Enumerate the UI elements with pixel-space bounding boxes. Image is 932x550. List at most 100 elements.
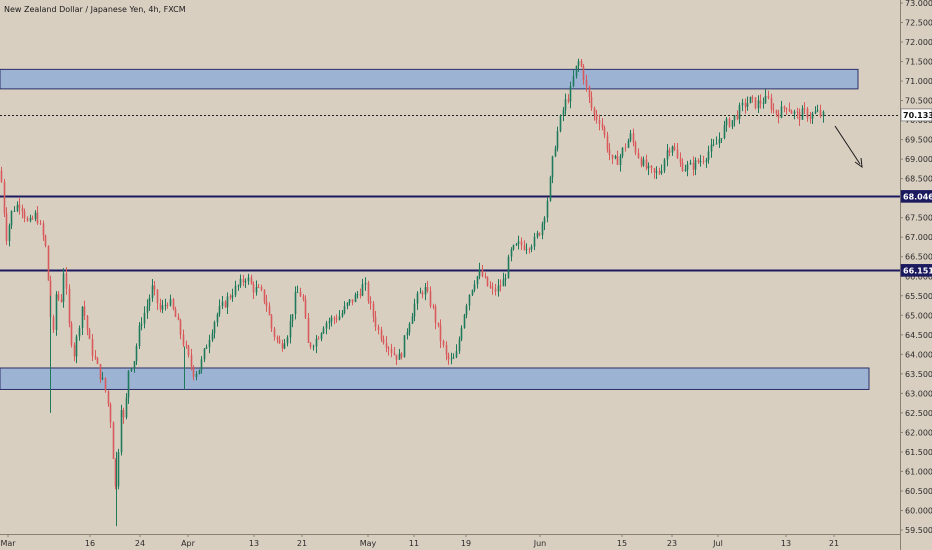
candle-body-271 — [705, 159, 708, 162]
candle-body-112 — [291, 314, 294, 322]
candle-body-248 — [645, 159, 648, 169]
candle-body-153 — [398, 353, 401, 360]
candle-body-224 — [582, 66, 585, 81]
candle-body-26 — [68, 288, 71, 324]
candle-body-307 — [798, 111, 801, 120]
candle-body-136 — [354, 294, 357, 303]
y-tick-label-13: 66.500 — [905, 253, 932, 262]
candle-body-288 — [749, 96, 752, 104]
price-tag-1 — [900, 264, 932, 277]
candle-body-8 — [21, 207, 24, 212]
candle-body-189 — [491, 287, 494, 289]
x-tick-label-8: 19 — [461, 539, 471, 548]
candle-body-123 — [320, 333, 323, 339]
candle-body-147 — [382, 339, 385, 343]
candle-body-279 — [725, 118, 728, 126]
candle-body-47 — [122, 410, 125, 418]
candle-body-96 — [250, 277, 253, 285]
price-tag-0 — [900, 190, 932, 203]
x-tick-label-10: 15 — [617, 539, 627, 548]
candle-body-301 — [783, 106, 786, 108]
x-tick-label-4: 13 — [249, 539, 259, 548]
candle-body-35 — [91, 338, 94, 357]
candle-body-180 — [468, 294, 471, 306]
candle-body-287 — [746, 103, 749, 107]
candle-body-128 — [333, 317, 336, 319]
candle-body-229 — [595, 114, 598, 121]
candle-body-269 — [699, 161, 702, 163]
candle-body-245 — [637, 152, 640, 158]
candle-body-93 — [242, 278, 245, 283]
candle-body-300 — [780, 106, 783, 118]
candle-body-157 — [408, 323, 411, 333]
x-tick-label-1: 16 — [85, 539, 95, 548]
candle-body-62 — [161, 305, 164, 310]
zones-layer — [0, 68, 870, 390]
y-tick-label-15: 65.500 — [905, 292, 932, 301]
candle-body-11 — [29, 217, 32, 221]
candle-body-77 — [200, 359, 203, 370]
candle-body-170 — [442, 341, 445, 346]
candle-body-222 — [577, 61, 580, 66]
y-tick-label-27: 59.500 — [905, 526, 932, 535]
candle-body-204 — [530, 246, 533, 250]
y-tick-label-8: 69.000 — [905, 155, 932, 164]
candle-body-12 — [31, 217, 34, 219]
candle-body-201 — [523, 245, 526, 250]
candle-body-214 — [556, 131, 559, 149]
candle-body-39 — [101, 377, 104, 380]
candle-body-131 — [341, 312, 344, 317]
candle-body-125 — [325, 323, 328, 329]
candle-body-21 — [55, 294, 58, 330]
y-tick-label-20: 63.000 — [905, 389, 932, 398]
y-tick-label-9: 68.500 — [905, 175, 932, 184]
candle-body-243 — [632, 133, 635, 143]
candle-body-60 — [156, 289, 159, 304]
candle-body-234 — [608, 149, 611, 155]
price-tag-2 — [900, 108, 932, 122]
y-tick-label-12: 67.000 — [905, 233, 932, 242]
candle-body-138 — [359, 294, 362, 296]
y-tick-label-21: 62.500 — [905, 409, 932, 418]
candle-body-61 — [159, 303, 162, 310]
candle-body-235 — [611, 154, 614, 159]
candle-body-100 — [260, 287, 263, 290]
candle-body-2 — [5, 213, 8, 241]
candle-body-265 — [689, 162, 692, 165]
candle-body-36 — [94, 356, 97, 359]
x-tick-label-11: 23 — [667, 539, 677, 548]
candle-body-249 — [647, 165, 650, 169]
candle-body-44 — [114, 459, 117, 487]
y-tick-label-14: 66.000 — [905, 272, 932, 281]
candle-body-166 — [432, 306, 435, 307]
candle-body-217 — [564, 99, 567, 110]
candle-body-122 — [317, 338, 320, 340]
candle-body-91 — [237, 285, 240, 287]
y-tick-label-26: 60.000 — [905, 506, 932, 515]
y-tick-label-7: 69.500 — [905, 136, 932, 145]
levels-layer — [0, 115, 900, 272]
candle-body-95 — [247, 277, 250, 282]
candle-body-247 — [642, 159, 645, 166]
candle-body-106 — [276, 336, 279, 340]
candle-body-3 — [8, 225, 11, 241]
candle-body-130 — [338, 316, 341, 320]
candle-body-206 — [536, 233, 539, 237]
candle-body-238 — [619, 155, 622, 165]
candle-body-218 — [567, 99, 570, 102]
candle-body-31 — [81, 306, 84, 329]
candle-body-260 — [676, 149, 679, 159]
x-tick-label-5: 21 — [297, 539, 307, 548]
candle-body-145 — [377, 326, 380, 330]
candle-body-306 — [796, 111, 799, 113]
candle-body-232 — [603, 127, 606, 136]
candle-body-171 — [445, 345, 448, 355]
candle-body-311 — [809, 118, 812, 119]
candle-body-107 — [278, 339, 281, 344]
candle-body-85 — [221, 301, 224, 307]
candle-body-117 — [304, 299, 307, 318]
candle-body-175 — [455, 351, 458, 358]
candle-body-257 — [668, 150, 671, 153]
candle-body-99 — [257, 287, 260, 288]
candle-body-25 — [65, 273, 68, 289]
